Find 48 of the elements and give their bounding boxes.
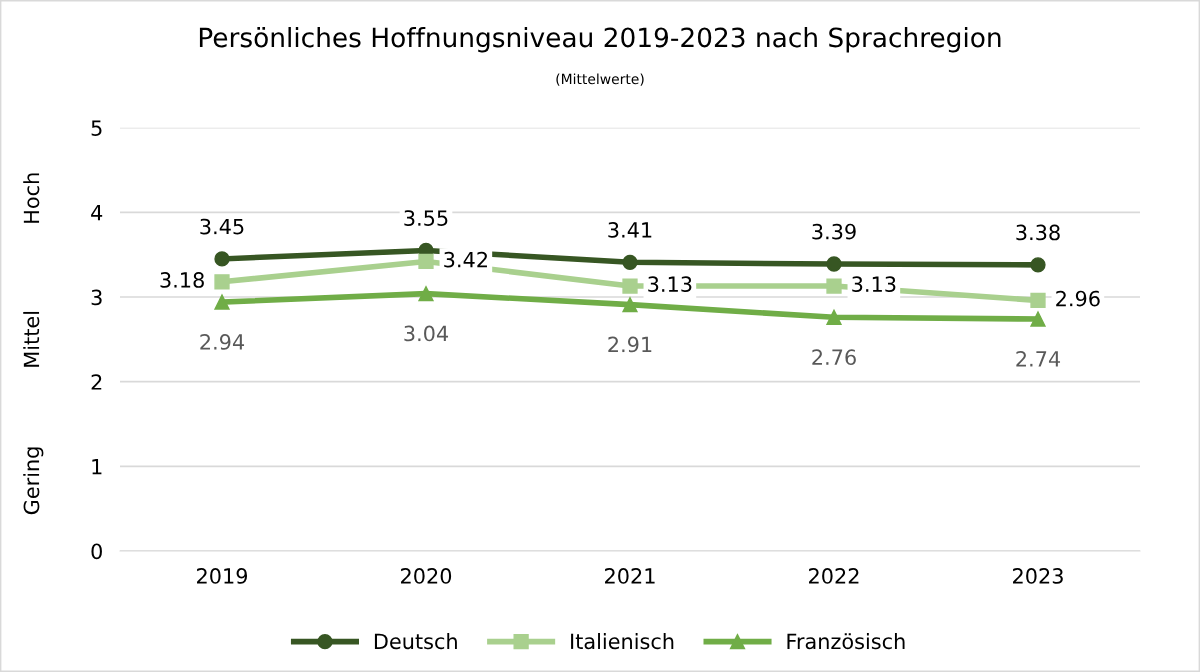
x-tick-label: 2022 <box>809 568 859 584</box>
legend-label: Französisch <box>787 633 905 650</box>
text: Hoch <box>23 173 40 223</box>
y-tick-label: 5 <box>91 120 102 136</box>
point <box>1030 257 1046 273</box>
text: Gering <box>23 447 44 515</box>
chart-subtitle: (Mittelwerte) <box>556 73 644 86</box>
x-tick-label: 2023 <box>1013 568 1063 584</box>
y-tick-label: 1 <box>92 459 102 475</box>
data-label: 3.41 <box>608 222 652 238</box>
point <box>214 294 230 310</box>
legend-label: Deutsch <box>374 633 457 650</box>
legend-label: Italienisch <box>571 633 674 650</box>
data-label: 2.76 <box>812 349 856 366</box>
data-label: 2.91 <box>608 336 652 353</box>
y-tick-label: 2 <box>91 374 102 390</box>
point <box>826 309 842 325</box>
y-tick-label: 0 <box>91 543 102 560</box>
data-label: 2.96 <box>1056 290 1100 307</box>
point <box>214 274 230 290</box>
text: Mittel <box>23 311 40 367</box>
chart-title: Persönliches Hoffnungsniveau 2019-2023 nach Sprachregion <box>199 26 1001 53</box>
y-tick-label: 4 <box>91 205 103 221</box>
data-label: 2.74 <box>1016 350 1061 367</box>
data-label: 3.39 <box>812 223 856 240</box>
x-tick-label: 2021 <box>605 568 655 584</box>
point <box>826 256 842 272</box>
point <box>1030 311 1046 327</box>
data-label: 3.13 <box>648 276 692 293</box>
point <box>622 254 638 270</box>
data-label: 3.13 <box>852 276 896 293</box>
data-label: 3.42 <box>444 251 487 268</box>
point <box>622 297 638 313</box>
point <box>622 278 638 294</box>
y-tick-label: 3 <box>91 289 102 306</box>
point <box>418 253 434 270</box>
data-label: 3.18 <box>160 272 204 288</box>
data-label: 3.45 <box>200 218 244 235</box>
x-tick-label: 2019 <box>197 568 248 584</box>
data-label: 3.04 <box>404 325 449 342</box>
point <box>214 251 230 267</box>
data-label: 3.55 <box>404 210 448 226</box>
x-tick-label: 2020 <box>401 568 452 584</box>
data-label: 2.94 <box>200 334 245 350</box>
point <box>826 278 842 294</box>
point <box>418 285 434 302</box>
point <box>1030 292 1046 309</box>
data-label: 3.38 <box>1016 224 1060 241</box>
